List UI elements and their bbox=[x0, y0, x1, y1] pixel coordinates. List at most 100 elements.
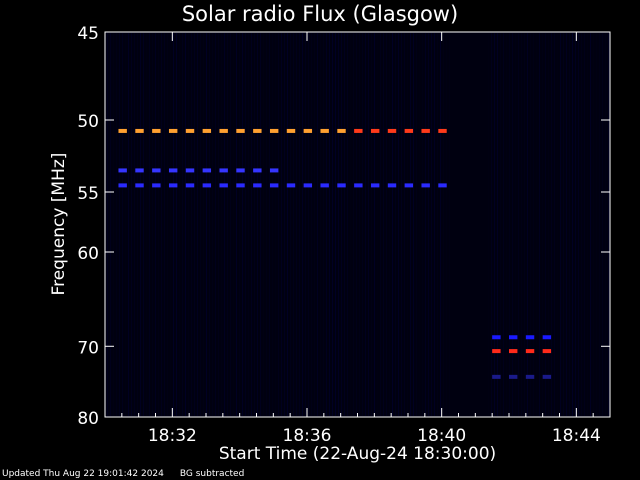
emission-band-segment bbox=[303, 183, 313, 188]
noise-streak bbox=[251, 33, 252, 416]
noise-streak bbox=[431, 33, 432, 416]
noise-streak bbox=[230, 33, 231, 416]
noise-streak bbox=[266, 33, 267, 416]
emission-band-segment bbox=[152, 168, 161, 173]
noise-streak bbox=[329, 33, 330, 416]
noise-streak bbox=[284, 33, 285, 416]
noise-streak bbox=[299, 33, 300, 416]
noise-streak bbox=[395, 33, 396, 416]
noise-streak bbox=[434, 33, 435, 416]
noise-streak bbox=[314, 33, 315, 416]
noise-streak bbox=[290, 33, 291, 416]
y-tick-label: 80 bbox=[77, 409, 99, 429]
noise-streak bbox=[272, 33, 273, 416]
noise-streak bbox=[404, 33, 405, 416]
emission-band-segment bbox=[337, 183, 346, 188]
emission-band-segment bbox=[202, 183, 212, 188]
emission-band-segment bbox=[202, 128, 212, 133]
noise-streak bbox=[182, 33, 183, 416]
emission-band-segment bbox=[219, 168, 228, 173]
emission-band-segment bbox=[286, 128, 296, 133]
noise-streak bbox=[338, 33, 339, 416]
noise-streak bbox=[527, 33, 528, 416]
noise-streak bbox=[410, 33, 411, 416]
noise-streak bbox=[305, 33, 306, 416]
noise-streak bbox=[308, 33, 309, 416]
noise-streak bbox=[278, 33, 279, 416]
noise-streak bbox=[398, 33, 399, 416]
emission-band-segment bbox=[509, 335, 518, 340]
noise-streak bbox=[125, 33, 126, 416]
noise-streak bbox=[560, 33, 561, 416]
noise-streak bbox=[176, 33, 177, 416]
noise-streak bbox=[323, 33, 324, 416]
emission-band-segment bbox=[168, 168, 178, 173]
emission-band-segment bbox=[387, 128, 397, 133]
noise-streak bbox=[377, 33, 378, 416]
noise-streak bbox=[347, 33, 348, 416]
noise-streak bbox=[530, 33, 531, 416]
emission-band-segment bbox=[253, 128, 262, 133]
emission-band-segment bbox=[135, 183, 144, 188]
emission-band-segment bbox=[303, 128, 313, 133]
noise-streak bbox=[602, 33, 603, 416]
noise-streak bbox=[143, 33, 144, 416]
emission-band-segment bbox=[354, 183, 363, 188]
noise-streak bbox=[362, 33, 363, 416]
noise-streak bbox=[401, 33, 402, 416]
noise-streak bbox=[161, 33, 162, 416]
noise-streak bbox=[515, 33, 516, 416]
emission-band-segment bbox=[286, 183, 296, 188]
noise-streak bbox=[197, 33, 198, 416]
noise-streak bbox=[503, 33, 504, 416]
noise-streak bbox=[320, 33, 321, 416]
noise-streak bbox=[446, 33, 447, 416]
noise-streak bbox=[158, 33, 159, 416]
noise-streak bbox=[344, 33, 345, 416]
noise-streak bbox=[371, 33, 372, 416]
noise-streak bbox=[518, 33, 519, 416]
noise-streak bbox=[140, 33, 141, 416]
noise-streak bbox=[608, 33, 609, 416]
noise-streak bbox=[119, 33, 120, 416]
noise-streak bbox=[281, 33, 282, 416]
noise-streak bbox=[173, 33, 174, 416]
noise-streak bbox=[407, 33, 408, 416]
emission-band-segment bbox=[509, 349, 518, 354]
emission-band-segment bbox=[253, 183, 262, 188]
emission-band-segment bbox=[525, 349, 535, 354]
noise-streak bbox=[365, 33, 366, 416]
noise-streak bbox=[356, 33, 357, 416]
emission-band-segment bbox=[421, 183, 430, 188]
emission-band-segment bbox=[168, 183, 178, 188]
noise-streak bbox=[500, 33, 501, 416]
noise-streak bbox=[248, 33, 249, 416]
noise-streak bbox=[539, 33, 540, 416]
noise-streak bbox=[200, 33, 201, 416]
y-tick-label: 45 bbox=[77, 24, 99, 44]
emission-band-segment bbox=[492, 374, 501, 379]
noise-streak bbox=[209, 33, 210, 416]
noise-streak bbox=[389, 33, 390, 416]
noise-streak bbox=[206, 33, 207, 416]
emission-band-segment bbox=[354, 128, 363, 133]
emission-band-segment bbox=[438, 183, 447, 188]
emission-band-segment bbox=[525, 374, 535, 379]
emission-band-segment bbox=[135, 168, 144, 173]
noise-streak bbox=[275, 33, 276, 416]
noise-streak bbox=[110, 33, 111, 416]
noise-streak bbox=[497, 33, 498, 416]
noise-streak bbox=[350, 33, 351, 416]
noise-streak bbox=[296, 33, 297, 416]
noise-streak bbox=[113, 33, 114, 416]
emission-band-segment bbox=[404, 128, 414, 133]
noise-streak bbox=[590, 33, 591, 416]
emission-band-segment bbox=[404, 183, 414, 188]
emission-band-segment bbox=[253, 168, 262, 173]
noise-streak bbox=[413, 33, 414, 416]
emission-band-segment bbox=[492, 335, 501, 340]
noise-streak bbox=[542, 33, 543, 416]
emission-band-segment bbox=[337, 128, 346, 133]
noise-streak bbox=[332, 33, 333, 416]
emission-band-segment bbox=[269, 128, 279, 133]
